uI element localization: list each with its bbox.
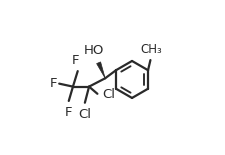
Text: Cl: Cl [78,108,91,121]
Text: F: F [49,77,57,90]
Text: HO: HO [84,44,104,57]
Polygon shape [97,62,105,78]
Text: F: F [72,54,80,67]
Text: Cl: Cl [102,88,115,101]
Text: CH₃: CH₃ [140,44,162,56]
Text: F: F [64,106,72,119]
